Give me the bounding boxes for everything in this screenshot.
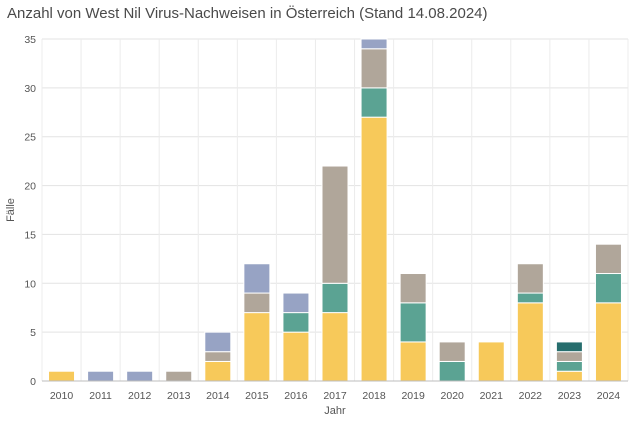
bar-segment <box>360 116 388 382</box>
y-tick-label: 5 <box>30 327 36 339</box>
bar-segment <box>204 331 232 353</box>
axes: 0 5 10 15 20 25 30 35 2010 2011 2012 2013 2014 2015 20… <box>24 34 628 402</box>
x-tick-label: 2016 <box>284 390 308 402</box>
bar-segment <box>321 312 349 382</box>
bar-segment <box>360 48 388 89</box>
x-axis-title: Jahr <box>324 405 346 417</box>
x-tick-label: 2021 <box>480 390 504 402</box>
x-tick-label: 2011 <box>89 390 112 402</box>
bar-segment <box>594 243 622 275</box>
bar-segment <box>243 312 271 382</box>
bar-segment <box>321 282 349 314</box>
bar-segment <box>48 370 76 382</box>
y-tick-label: 25 <box>24 132 36 144</box>
bar-segment <box>243 292 271 314</box>
bar-segment <box>555 341 583 353</box>
bar-segment <box>87 370 115 382</box>
x-tick-label: 2015 <box>245 390 269 402</box>
x-tick-label: 2014 <box>206 390 230 402</box>
bar-segment <box>594 273 622 304</box>
y-axis-title: Fälle <box>5 198 17 222</box>
x-tick-label: 2024 <box>597 390 621 402</box>
bar-segment <box>204 351 232 362</box>
bar-segment <box>126 370 154 382</box>
y-tick-label: 15 <box>24 229 36 241</box>
bars <box>48 38 622 382</box>
y-tick-label: 30 <box>24 83 36 95</box>
bar-segment <box>282 292 310 314</box>
x-tick-label: 2019 <box>401 390 425 402</box>
y-tick-label: 20 <box>24 181 36 193</box>
bar-segment <box>516 263 544 294</box>
bar-segment <box>594 302 622 382</box>
x-tick-label: 2010 <box>50 390 74 402</box>
x-tick-label: 2020 <box>441 390 465 402</box>
bar-segment <box>243 263 271 294</box>
bar-segment <box>321 165 349 284</box>
bar-segment <box>555 370 583 382</box>
x-tick-label: 2013 <box>167 390 191 402</box>
chart-title: Anzahl von West Nil Virus-Nachweisen in … <box>7 5 488 22</box>
bar-segment <box>165 370 193 382</box>
bar-segment <box>516 292 544 304</box>
bar-segment <box>438 360 466 382</box>
y-tick-label: 10 <box>24 278 36 290</box>
x-tick-label: 2023 <box>558 390 582 402</box>
bar-segment <box>555 360 583 372</box>
bar-segment <box>204 360 232 382</box>
bar-segment <box>477 341 505 382</box>
bar-segment <box>399 273 427 304</box>
bar-segment <box>360 38 388 50</box>
bar-segment <box>438 341 466 362</box>
bar-segment <box>399 302 427 343</box>
bar-segment <box>516 302 544 382</box>
x-tick-label: 2022 <box>519 390 543 402</box>
bar-segment <box>360 87 388 118</box>
x-tick-label: 2017 <box>323 390 347 402</box>
x-tick-label: 2012 <box>128 390 152 402</box>
y-tick-label: 0 <box>30 376 36 388</box>
bar-segment <box>282 312 310 333</box>
y-tick-label: 35 <box>24 34 36 46</box>
bar-segment <box>282 331 310 382</box>
bar-segment <box>555 351 583 362</box>
bar-segment <box>399 341 427 382</box>
x-tick-label: 2018 <box>362 390 386 402</box>
